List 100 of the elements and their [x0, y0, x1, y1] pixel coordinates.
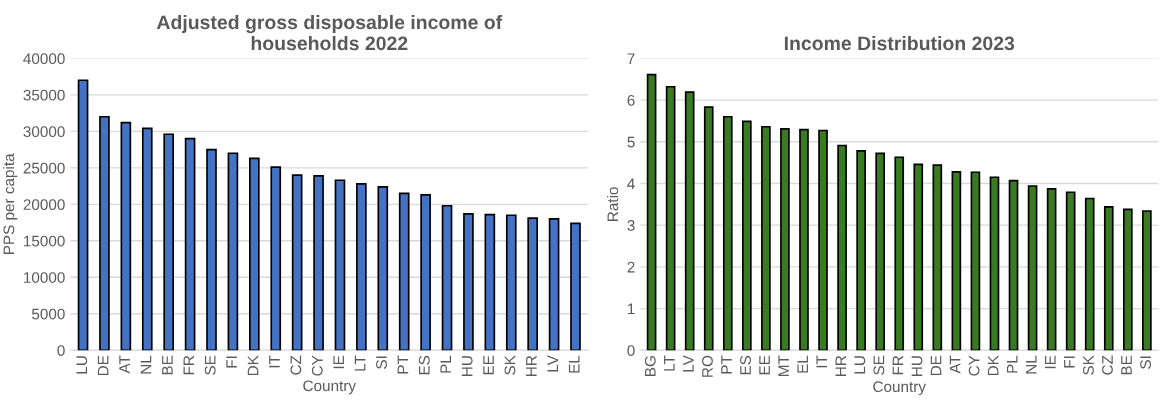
x-tick-label: LT	[354, 355, 366, 371]
bar	[141, 127, 153, 351]
x-tick-label: EL	[568, 355, 580, 373]
x-tick-label: DK	[987, 355, 999, 376]
bar	[1008, 179, 1019, 351]
x-tick-label: FI	[226, 356, 237, 368]
bar	[665, 85, 676, 351]
bar	[1046, 188, 1057, 351]
x-tick-label: EE	[759, 355, 770, 375]
x-tick-label: AT	[119, 355, 130, 374]
x-tick-label: IT	[269, 355, 280, 368]
y-tick-label: 40000	[23, 53, 65, 65]
x-axis-title: Country	[873, 381, 926, 396]
x-tick-label: SI	[376, 356, 387, 369]
bar	[1103, 205, 1114, 351]
bar	[837, 144, 847, 351]
y-tick-label: 35000	[23, 89, 65, 101]
y-tick-label: 10000	[24, 272, 65, 283]
bar	[206, 148, 217, 351]
x-tick-label: PL	[440, 355, 451, 373]
bar	[420, 194, 431, 351]
y-tick-label: 7	[627, 53, 635, 64]
x-tick-label: HU	[911, 356, 923, 376]
x-tick-label: CZ	[1102, 355, 1113, 375]
x-tick-label: IT	[816, 355, 827, 368]
x-tick-label: ES	[418, 355, 430, 375]
bar	[741, 120, 752, 351]
x-axis-title: Country	[303, 380, 356, 395]
x-tick-label: LU	[854, 356, 866, 374]
x-tick-label: PT	[397, 355, 409, 374]
x-tick-label: IE	[1045, 355, 1056, 369]
x-tick-label: FR	[892, 355, 904, 375]
bar	[441, 204, 453, 351]
y-tick-label: 5	[627, 136, 635, 148]
x-tick-label: ES	[740, 355, 751, 375]
bar	[99, 115, 110, 351]
x-tick-label: DK	[247, 355, 259, 376]
x-tick-label: LV	[683, 355, 694, 372]
bar	[1122, 208, 1133, 351]
bar	[291, 174, 303, 351]
bar	[163, 133, 175, 351]
x-tick-label: LT	[664, 355, 675, 371]
x-tick-label: LU	[76, 356, 88, 374]
x-tick-label: DE	[97, 355, 109, 376]
bar	[570, 222, 581, 351]
x-tick-label: PT	[721, 355, 732, 374]
bar	[913, 163, 924, 351]
bar	[722, 115, 733, 351]
x-tick-label: CY	[311, 355, 323, 376]
bar	[761, 125, 771, 351]
x-tick-label: SE	[873, 355, 885, 375]
bar	[1142, 210, 1152, 351]
bar	[527, 217, 539, 351]
bar	[77, 79, 89, 351]
x-tick-label: FI	[1064, 356, 1075, 368]
bar	[227, 152, 239, 351]
bar	[646, 73, 657, 351]
bar	[818, 129, 828, 351]
y-tick-label: 20000	[23, 199, 65, 211]
bar	[463, 212, 474, 351]
y-tick-label: 4	[627, 178, 635, 190]
y-tick-label: 0	[57, 345, 65, 356]
x-tick-label: SI	[1140, 356, 1151, 369]
bar	[249, 157, 260, 351]
bar	[398, 192, 410, 351]
bar	[932, 164, 943, 351]
x-tick-label: CZ	[290, 355, 302, 375]
bar	[356, 183, 367, 351]
bar	[1084, 197, 1095, 351]
chart-title: Adjusted gross disposable income of households 2022	[156, 14, 503, 51]
x-tick-label: HR	[526, 355, 537, 376]
bar	[548, 218, 560, 351]
bar	[856, 150, 866, 351]
x-tick-label: CY	[968, 355, 980, 376]
chart-title: Income Distribution 2023	[784, 35, 1015, 51]
bar	[989, 176, 1000, 351]
x-tick-label: HU	[461, 356, 473, 376]
y-tick-label: 6	[627, 94, 635, 106]
bar	[484, 213, 496, 351]
bar	[1027, 185, 1038, 351]
bar	[951, 170, 962, 351]
bar	[703, 106, 714, 351]
bar	[377, 185, 389, 351]
x-tick-label: RO	[702, 355, 713, 377]
x-tick-label: BG	[644, 356, 656, 376]
bar	[684, 91, 695, 351]
x-tick-label: LV	[547, 355, 559, 372]
bar	[270, 166, 282, 351]
x-tick-label: BE	[162, 355, 173, 375]
bar	[334, 179, 346, 351]
bar	[184, 137, 196, 351]
x-tick-label: DE	[930, 355, 942, 376]
x-tick-label: NL	[1026, 355, 1037, 374]
y-tick-label: 0	[627, 345, 635, 356]
bar	[1065, 191, 1076, 351]
x-tick-label: SE	[204, 355, 216, 375]
x-tick-label: EL	[797, 355, 808, 373]
x-tick-label: HR	[835, 355, 847, 376]
y-tick-label: 30000	[23, 126, 65, 138]
y-tick-label: 5000	[31, 308, 65, 320]
